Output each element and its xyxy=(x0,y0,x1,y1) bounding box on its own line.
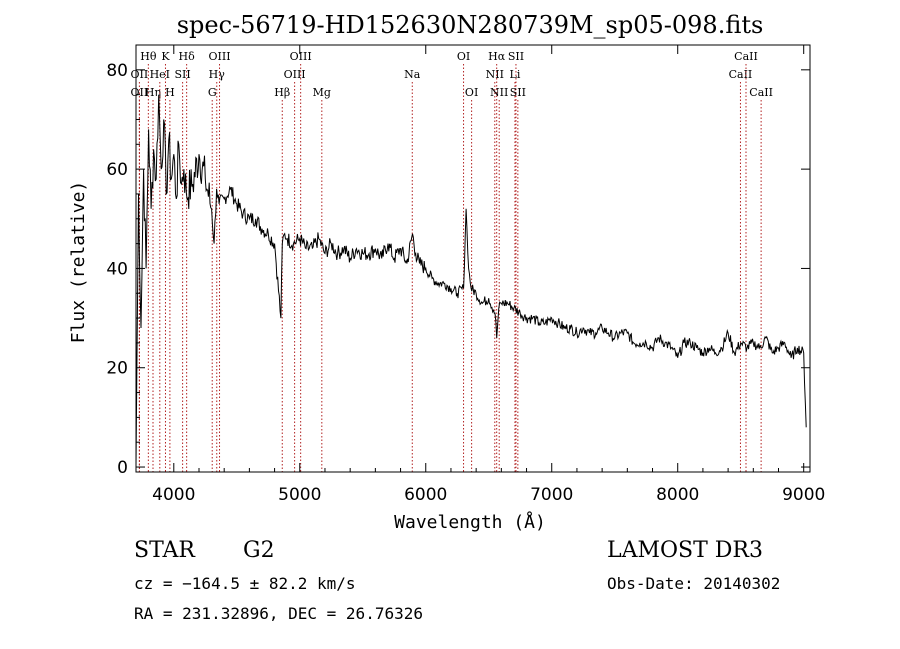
spectral-line-label: CaII xyxy=(749,86,773,99)
chart-title: spec-56719-HD152630N280739M_sp05-098.fit… xyxy=(177,11,764,39)
x-tick-label: 5000 xyxy=(278,485,321,505)
spectral-line-label: Hα xyxy=(488,50,506,63)
x-axis-label: Wavelength (Å) xyxy=(394,511,546,533)
spectral-line-label: SII xyxy=(174,68,190,81)
plot-frame xyxy=(135,44,811,473)
spectral-line-label: OIII xyxy=(284,68,306,81)
spectral-line-label: Hβ xyxy=(274,86,290,99)
spectral-line-label: OIII xyxy=(290,50,312,63)
y-tick-label: 80 xyxy=(106,61,128,81)
spectral-line-label: OII xyxy=(131,68,149,81)
spectral-line-label: Na xyxy=(404,68,421,81)
obs-date: Obs-Date: 20140302 xyxy=(607,574,781,593)
coordinates: RA = 231.32896, DEC = 26.76326 xyxy=(134,604,423,623)
spectral-line-label: G xyxy=(208,86,217,99)
survey-name: LAMOST DR3 xyxy=(607,538,763,563)
x-tick-label: 7000 xyxy=(530,485,573,505)
spectral-line-label: CaII xyxy=(734,50,758,63)
spectral-line-label: Hγ xyxy=(209,68,226,81)
spectral-line-label: Li xyxy=(510,68,521,81)
x-tick-label: 6000 xyxy=(404,485,447,505)
spectral-line-label: H xyxy=(165,86,175,99)
redshift-readout: cz = −164.5 ± 82.2 km/s xyxy=(134,574,356,593)
spectral-line-label: HeI xyxy=(150,68,170,81)
object-class: STAR xyxy=(134,538,195,563)
spectral-line-label: OI xyxy=(457,50,470,63)
spectral-line-label: Hη xyxy=(145,86,161,99)
spectral-line-label: NII xyxy=(490,86,508,99)
spectral-line-label: SII xyxy=(510,86,526,99)
spectral-line-label: Hδ xyxy=(179,50,196,63)
spectral-line-label: Mg xyxy=(313,86,331,99)
y-tick-label: 0 xyxy=(117,458,128,478)
spectral-line-label: OI xyxy=(465,86,478,99)
x-tick-label: 4000 xyxy=(152,485,195,505)
spectral-line-label: CaII xyxy=(729,68,753,81)
spectral-line-label: Hθ xyxy=(140,50,157,63)
y-tick-label: 20 xyxy=(106,359,128,379)
y-tick-label: 60 xyxy=(106,160,128,180)
spectral-line-label: NII xyxy=(486,68,504,81)
spectrum-line xyxy=(135,94,807,468)
spectral-line-label: OIII xyxy=(208,50,230,63)
y-axis-label: Flux (relative) xyxy=(68,181,89,344)
spectral-line-label: SII xyxy=(508,50,524,63)
spectral-line-label: K xyxy=(161,50,170,63)
x-tick-label: 8000 xyxy=(656,485,699,505)
object-subclass: G2 xyxy=(243,538,275,563)
x-tick-label: 9000 xyxy=(782,485,825,505)
y-tick-label: 40 xyxy=(106,259,128,279)
